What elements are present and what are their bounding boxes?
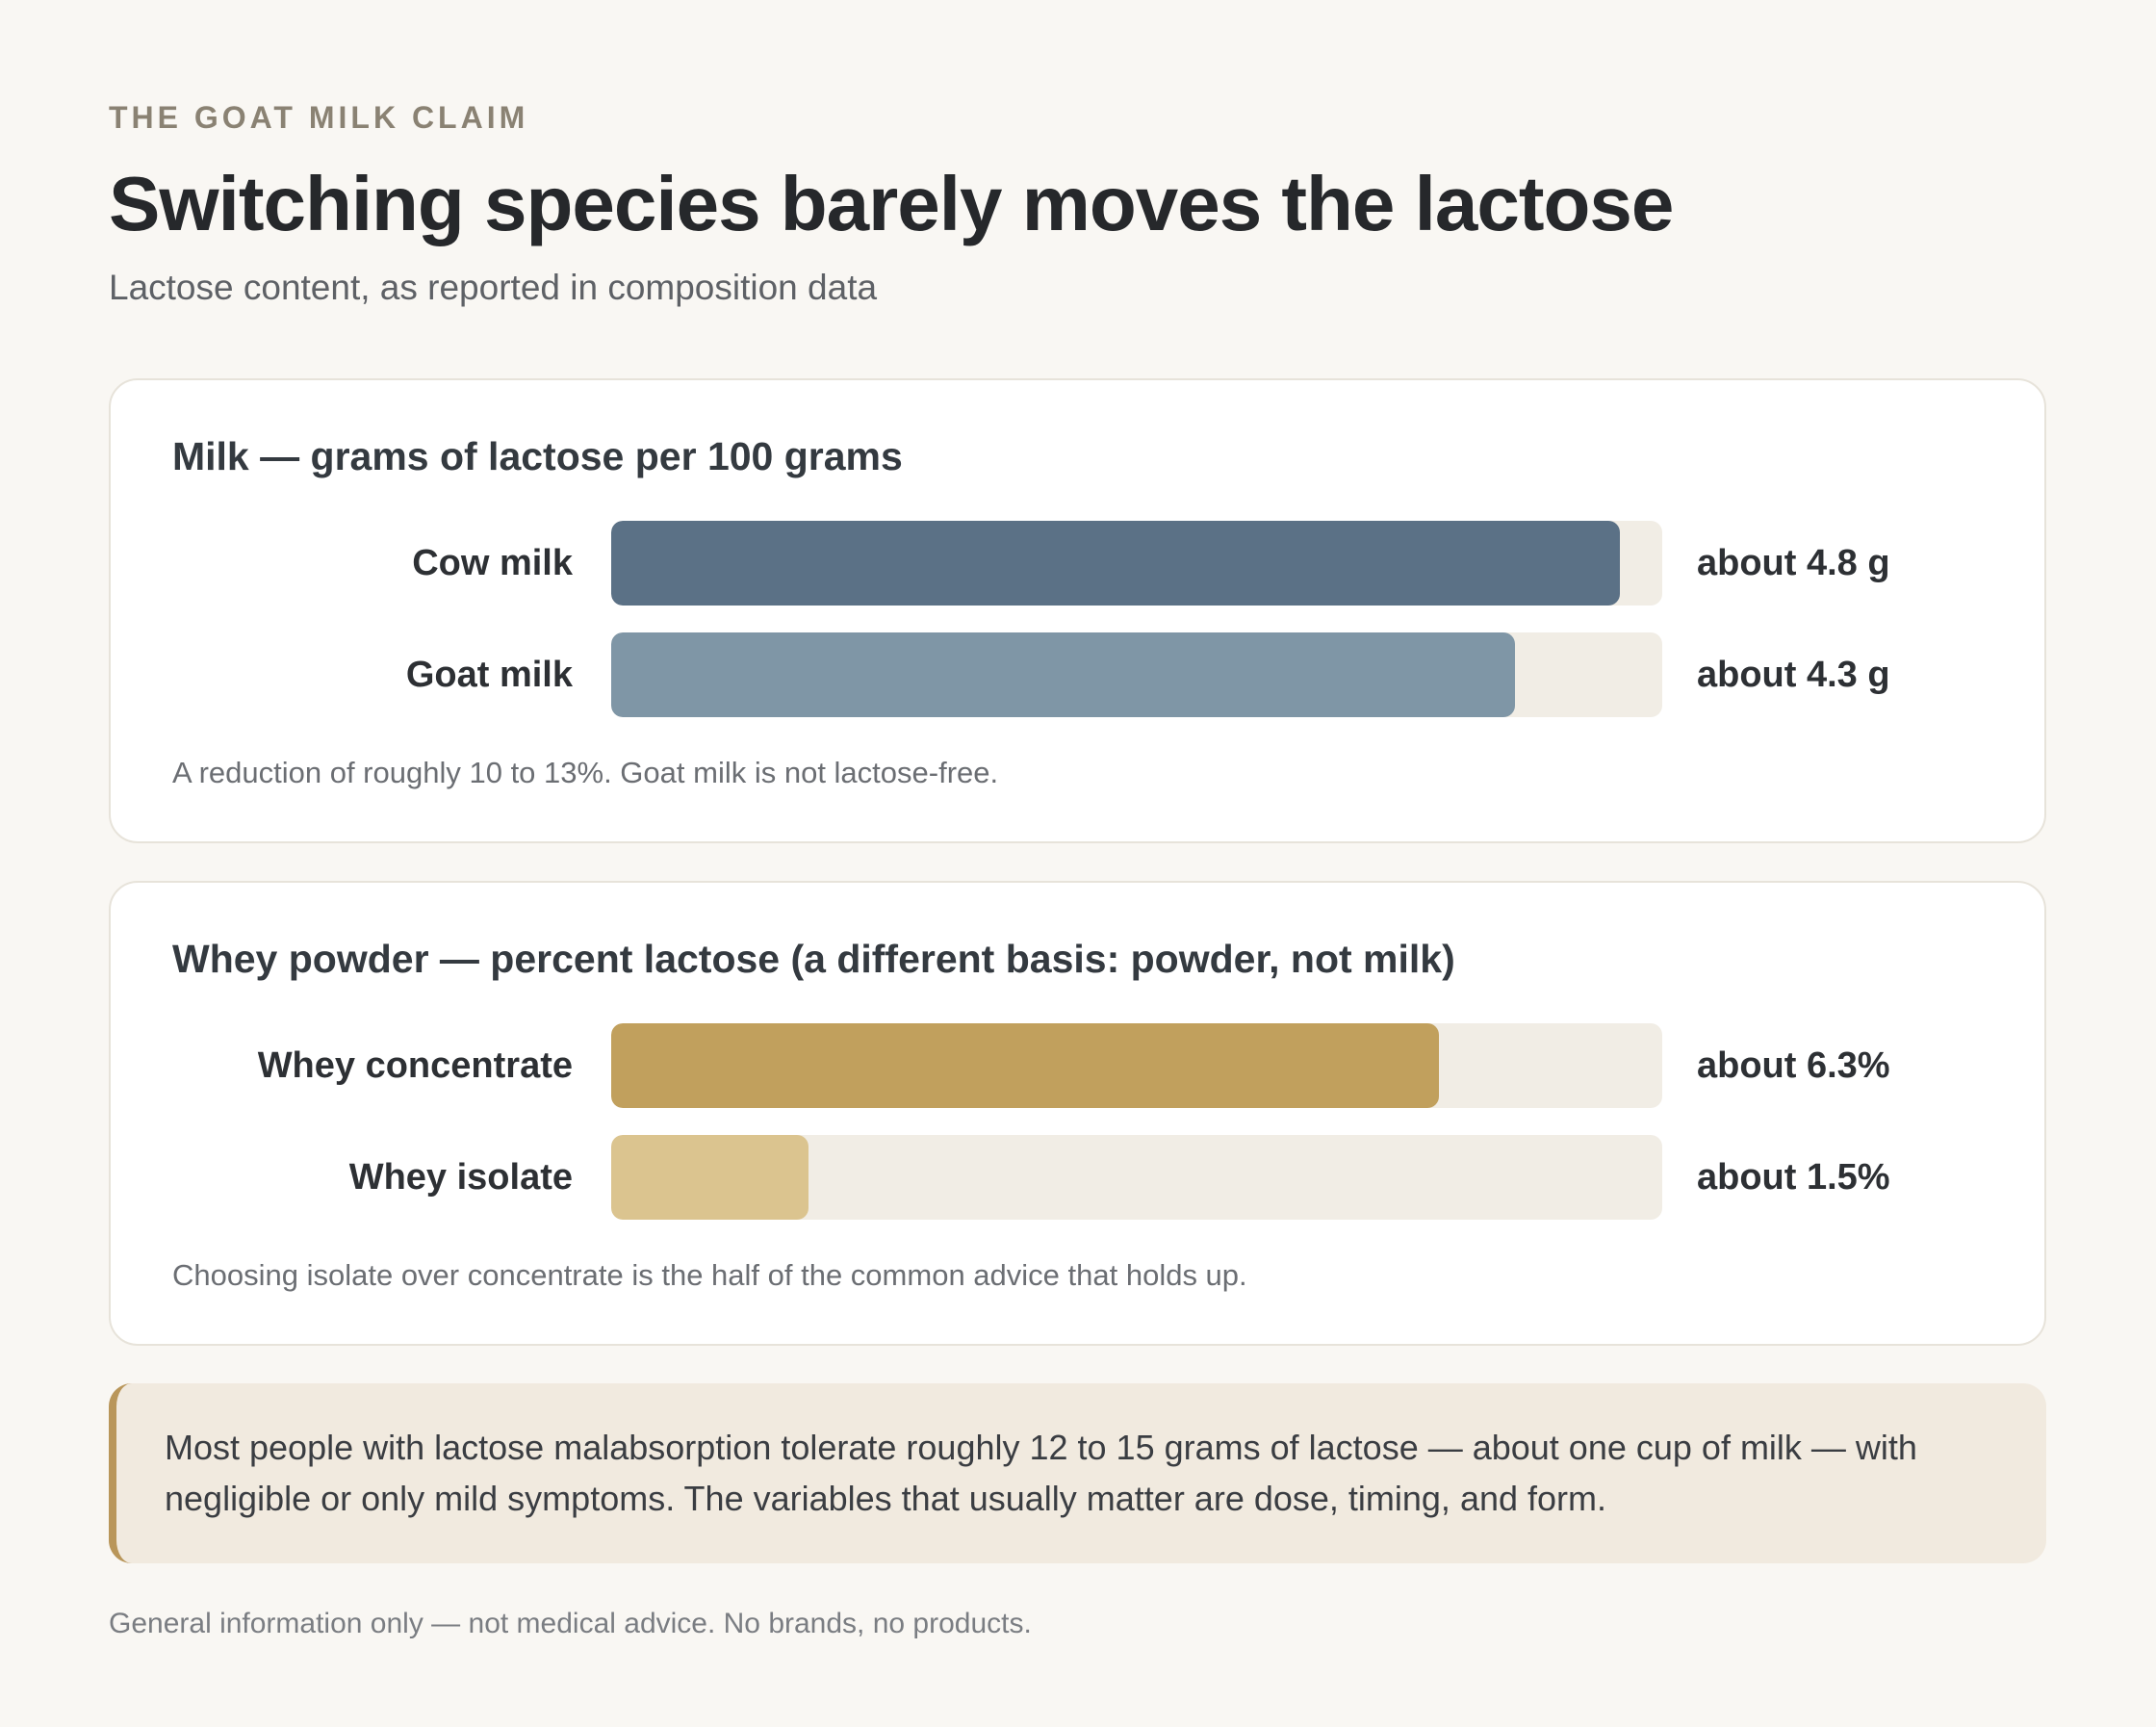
bar-whey-isolate: [611, 1135, 808, 1220]
bar-cow-milk: [611, 521, 1620, 606]
bar-label-whey-concentrate: Whey concentrate: [257, 1045, 573, 1086]
bar-goat-milk: [611, 632, 1515, 717]
bar-track-goat-milk: [611, 632, 1662, 717]
bar-track-cow-milk: [611, 521, 1662, 606]
bar-track-whey-concentrate: [611, 1023, 1662, 1108]
bar-track-whey-isolate: [611, 1135, 1662, 1220]
milk-chart-title: Milk — grams of lactose per 100 grams: [172, 434, 903, 478]
page-subtitle: Lactose content, as reported in composit…: [109, 268, 878, 307]
bar-label-cow-milk: Cow milk: [412, 543, 573, 583]
bar-label-whey-isolate: Whey isolate: [348, 1157, 573, 1198]
bar-row-whey-isolate: Whey isolate about 1.5%: [111, 1135, 2044, 1220]
bar-value-goat-milk: about 4.3 g: [1697, 655, 1890, 695]
whey-chart-title: Whey powder — percent lactose (a differe…: [172, 937, 1455, 981]
kicker: THE GOAT MILK CLAIM: [109, 100, 529, 135]
bar-value-whey-concentrate: about 6.3%: [1697, 1045, 1890, 1086]
milk-chart-card: Milk — grams of lactose per 100 grams Co…: [109, 378, 2046, 843]
whey-chart-card: Whey powder — percent lactose (a differe…: [109, 881, 2046, 1346]
bar-whey-concentrate: [611, 1023, 1439, 1108]
page-title: Switching species barely moves the lacto…: [109, 161, 1674, 246]
milk-chart-note: A reduction of roughly 10 to 13%. Goat m…: [172, 756, 999, 789]
whey-chart-note: Choosing isolate over concentrate is the…: [172, 1258, 1247, 1292]
bar-value-whey-isolate: about 1.5%: [1697, 1157, 1890, 1198]
bar-row-cow-milk: Cow milk about 4.8 g: [111, 521, 2044, 606]
tolerance-callout: Most people with lactose malabsorption t…: [109, 1383, 2046, 1563]
callout-text: Most people with lactose malabsorption t…: [165, 1428, 1917, 1518]
bar-row-whey-concentrate: Whey concentrate about 6.3%: [111, 1023, 2044, 1108]
bar-label-goat-milk: Goat milk: [405, 655, 573, 695]
bar-row-goat-milk: Goat milk about 4.3 g: [111, 632, 2044, 717]
disclaimer-footer: General information only — not medical a…: [109, 1608, 1032, 1639]
bar-value-cow-milk: about 4.8 g: [1697, 543, 1890, 583]
